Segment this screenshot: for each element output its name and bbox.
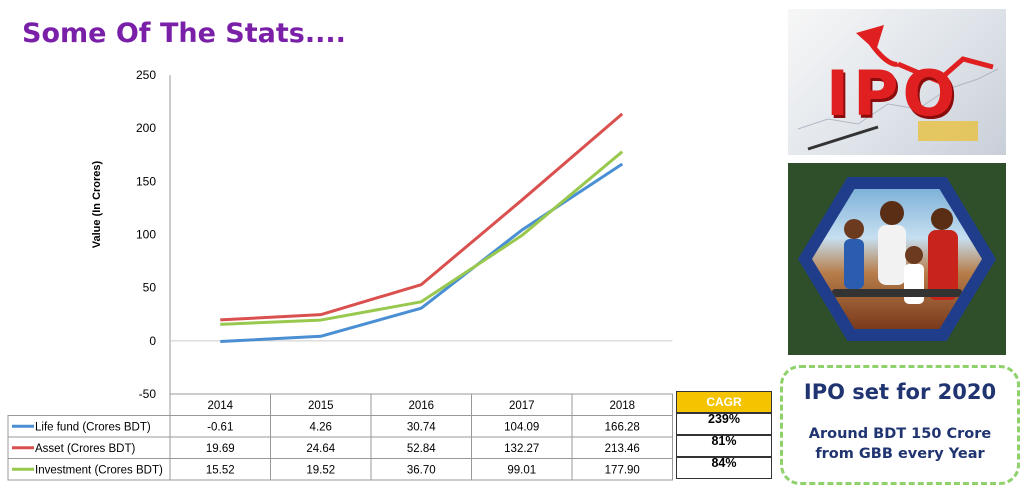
data-label: 213.46: [605, 443, 640, 455]
series-line-2: [220, 150, 624, 326]
data-label: -0.61: [207, 422, 233, 434]
ipo-info-card: IPO set for 2020 Around BDT 150 Crore fr…: [780, 365, 1020, 485]
data-label: 19.52: [306, 465, 335, 477]
data-label: 36.70: [407, 465, 436, 477]
x-tick-label: 2017: [509, 400, 535, 412]
data-label: 19.69: [206, 443, 235, 455]
ipo-background-graph: [797, 68, 999, 151]
y-tick-label: 50: [143, 281, 157, 295]
y-axis-label: Value (In Crores): [91, 160, 103, 248]
x-tick-label: 2018: [609, 400, 635, 412]
y-tick-label: 250: [136, 68, 156, 82]
data-label: 52.84: [407, 443, 436, 455]
cagr-value-life-fund: 239%: [676, 413, 772, 435]
cagr-header: CAGR: [676, 391, 772, 413]
y-tick-label: 150: [136, 174, 156, 188]
data-label: 166.28: [605, 422, 640, 434]
legend-label: Investment (Crores BDT): [35, 465, 163, 477]
cagr-value-asset: 81%: [676, 435, 772, 457]
ipo-card-subtext: Around BDT 150 Crore from GBB every Year: [783, 424, 1017, 464]
data-label: 30.74: [407, 422, 436, 434]
ipo-card-subtext-line1: Around BDT 150 Crore: [808, 426, 992, 442]
data-label: 177.90: [605, 465, 640, 477]
page-title: Some Of The Stats....: [22, 18, 346, 49]
ipo-card-heading: IPO set for 2020: [803, 380, 997, 404]
legend-label: Life fund (Crores BDT): [35, 422, 151, 434]
y-tick-label: 0: [149, 334, 156, 348]
ipo-card-subtext-line2: from GBB every Year: [815, 446, 985, 462]
data-label: 24.64: [306, 443, 335, 455]
ipo-logo-text: IPO: [826, 57, 960, 130]
line-chart: -50 0 50 100 150 200 250 Value (In Crores) 2014 2…: [7, 68, 673, 481]
legend-label: Asset (Crores BDT): [35, 443, 135, 455]
ipo-image: IPO: [788, 9, 1006, 155]
x-tick-label: 2015: [308, 400, 334, 412]
data-label: 104.09: [504, 422, 539, 434]
cagr-value-investment: 84%: [676, 457, 772, 479]
series-line-1: [220, 112, 624, 322]
x-tick-label: 2016: [408, 400, 434, 412]
data-label: 99.01: [507, 465, 536, 477]
table-row: [7, 458, 673, 481]
series-line-0: [220, 162, 624, 343]
y-tick-label: 200: [136, 121, 156, 135]
family-figures: [832, 201, 962, 304]
data-label: 15.52: [206, 465, 235, 477]
data-label: 132.27: [504, 443, 539, 455]
ipo-arrow-icon: [856, 25, 994, 84]
y-tick-label: 100: [136, 228, 156, 242]
x-tick-label: 2014: [207, 400, 233, 412]
family-photo: [788, 163, 1006, 355]
y-tick-label: -50: [139, 387, 157, 401]
data-label: 4.26: [310, 422, 332, 434]
